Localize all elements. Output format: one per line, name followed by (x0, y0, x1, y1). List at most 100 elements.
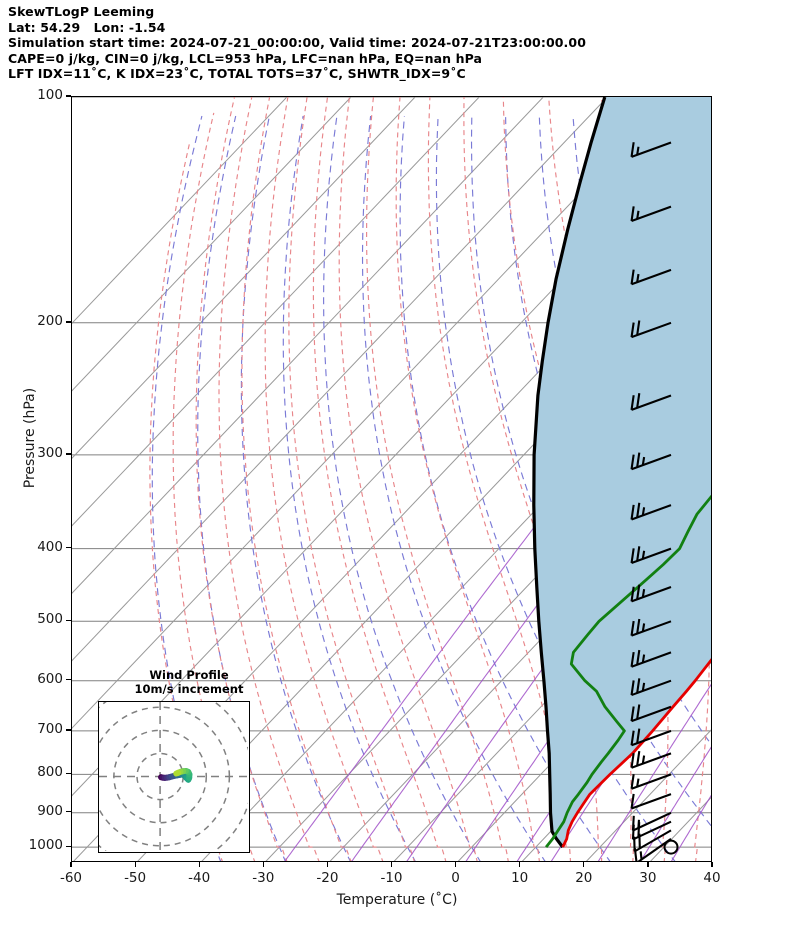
barb-half (641, 588, 646, 598)
pressure-tickmark-300 (66, 453, 71, 455)
pressure-tickmark-800 (66, 772, 71, 775)
temperature-tickmark--20 (326, 862, 329, 867)
barb-full (630, 620, 635, 636)
barb-full (636, 728, 641, 744)
barb-full (636, 678, 641, 694)
temperature-tickmark-0 (455, 862, 457, 867)
temperature-tickmark--40 (198, 862, 200, 867)
moist-adiabat--5 (312, 97, 447, 861)
barb-full (630, 793, 635, 809)
temperature-tick-30: 30 (639, 870, 657, 886)
barb-full (630, 504, 635, 520)
pressure-tick-100: 100 (37, 87, 63, 103)
barb-full (636, 393, 641, 408)
moist-adiabat-10 (395, 97, 540, 861)
barb-half (641, 755, 646, 764)
dewpoint-curve (545, 494, 711, 848)
temperature-tick--40: -40 (188, 870, 211, 886)
barb-half (636, 210, 640, 220)
wind-barb-17 (630, 393, 672, 411)
barb-full (630, 395, 635, 411)
barb-half (641, 623, 646, 632)
barb-full (636, 452, 641, 468)
wind-barb-6 (630, 773, 672, 790)
wind-profile-title-line2: 10m/s increment (134, 682, 244, 696)
wind-barb-11 (630, 649, 672, 668)
isotherm--80 (72, 97, 672, 729)
temperature-tickmark-10 (519, 862, 521, 867)
temperature-tick-40: 40 (703, 870, 721, 886)
dry-adiabat-10 (361, 115, 546, 861)
wind-barb-15 (630, 502, 672, 521)
barb-full (636, 618, 641, 634)
isotherm--120 (72, 97, 416, 459)
pressure-tickmark-600 (66, 679, 71, 681)
barb-half (636, 146, 640, 156)
isotherm--110 (72, 97, 480, 527)
temperature-tick-0: 0 (451, 870, 460, 886)
barb-full (630, 322, 635, 338)
wind-barb-18 (630, 320, 672, 339)
wind-barb-20 (630, 205, 672, 222)
calm-wind-circle (663, 839, 679, 855)
temperature-tickmark--10 (390, 862, 393, 867)
pressure-tick-800: 800 (37, 764, 63, 781)
pressure-tickmark-200 (66, 321, 71, 323)
moist-adiabat--30 (195, 97, 288, 861)
figure-header: SkewTLogP Leeming Lat: 54.29 Lon: -1.54 … (8, 4, 788, 82)
wind-barb-12 (630, 618, 672, 637)
isotherm--50 (137, 257, 711, 861)
isotherm--100 (72, 97, 544, 594)
moist-adiabat-5 (366, 97, 509, 861)
dry-adiabat--10 (282, 115, 416, 861)
barb-half (641, 654, 646, 663)
moist-adiabat--10 (288, 97, 415, 861)
barb-full (630, 680, 635, 696)
temperature-tick--60: -60 (59, 870, 83, 886)
pressure-tick-1000: 1000 (28, 837, 63, 854)
header-latlon: Lat: 54.29 Lon: -1.54 (8, 19, 166, 35)
wind-barb-14 (630, 546, 672, 564)
hodograph-trace (158, 767, 193, 783)
moist-adiabat--15 (264, 97, 384, 861)
barb-half (637, 819, 641, 829)
barb-full (630, 706, 635, 722)
pressure-tickmark-100 (66, 95, 71, 97)
barb-full (636, 320, 641, 336)
isotherm--90 (72, 97, 608, 662)
wind-barb-10 (630, 678, 672, 697)
wind-profile-title-line1: Wind Profile (149, 668, 229, 682)
isotherm--10 (393, 527, 711, 861)
temperature-tick--50: -50 (124, 870, 147, 886)
wind-barb-13 (630, 584, 672, 603)
wind-barb-8 (630, 728, 672, 747)
wind-barb-9 (630, 704, 672, 723)
wind-barb-19 (630, 268, 672, 286)
barb-full (630, 269, 635, 285)
barb-full (630, 454, 635, 470)
isotherm-20 (586, 729, 711, 861)
temperature-tickmark--60 (70, 862, 72, 867)
barb-full (630, 586, 635, 602)
pressure-tickmark-1000 (66, 845, 71, 847)
barb-full (630, 651, 635, 667)
mixing-ratio-32 (670, 794, 711, 861)
temperature-tickmark-30 (647, 862, 649, 867)
barb-full (636, 584, 641, 600)
barb-full (630, 730, 635, 746)
pressure-tick-900: 900 (37, 802, 63, 819)
barb-half (641, 456, 646, 466)
header-times: Simulation start time: 2024-07-21_00:00:… (8, 35, 586, 50)
temperature-tick--30: -30 (252, 870, 275, 886)
barb-full (630, 142, 635, 158)
shaded-region (533, 97, 711, 848)
barb-full (630, 206, 635, 222)
temperature-tickmark-40 (711, 862, 713, 867)
barb-half (636, 273, 640, 283)
pressure-tick-400: 400 (37, 538, 63, 555)
temperature-tick-10: 10 (511, 870, 529, 886)
barb-half (636, 778, 640, 787)
dry-adiabat-0 (323, 115, 481, 861)
dry-adiabat--40 (151, 115, 222, 861)
